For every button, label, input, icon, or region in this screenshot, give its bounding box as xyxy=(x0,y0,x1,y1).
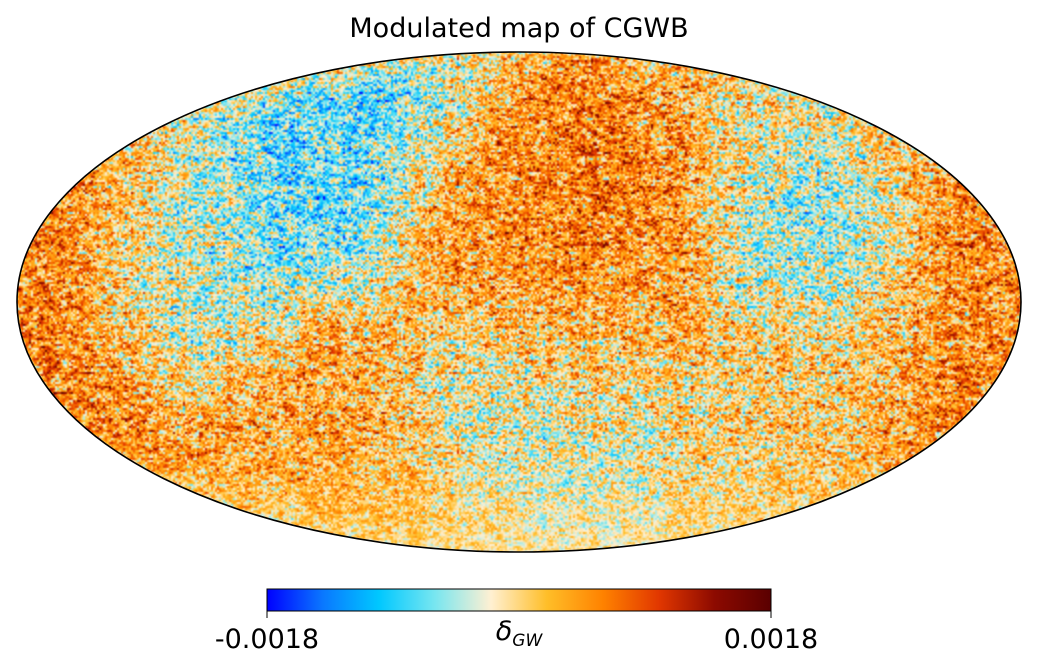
sky-map-pixels xyxy=(17,52,1021,552)
chart-title: Modulated map of CGWB xyxy=(349,13,688,44)
colorbar-min-label: -0.0018 xyxy=(215,624,319,655)
map-boundary xyxy=(16,51,1022,553)
colorbar-label-subscript: GW xyxy=(512,631,543,651)
colorbar-label: δGW xyxy=(496,616,544,651)
colorbar xyxy=(266,588,772,612)
colorbar-label-base: δ xyxy=(496,616,513,647)
sky-map xyxy=(17,52,1021,552)
colorbar-max-label: 0.0018 xyxy=(724,624,818,655)
